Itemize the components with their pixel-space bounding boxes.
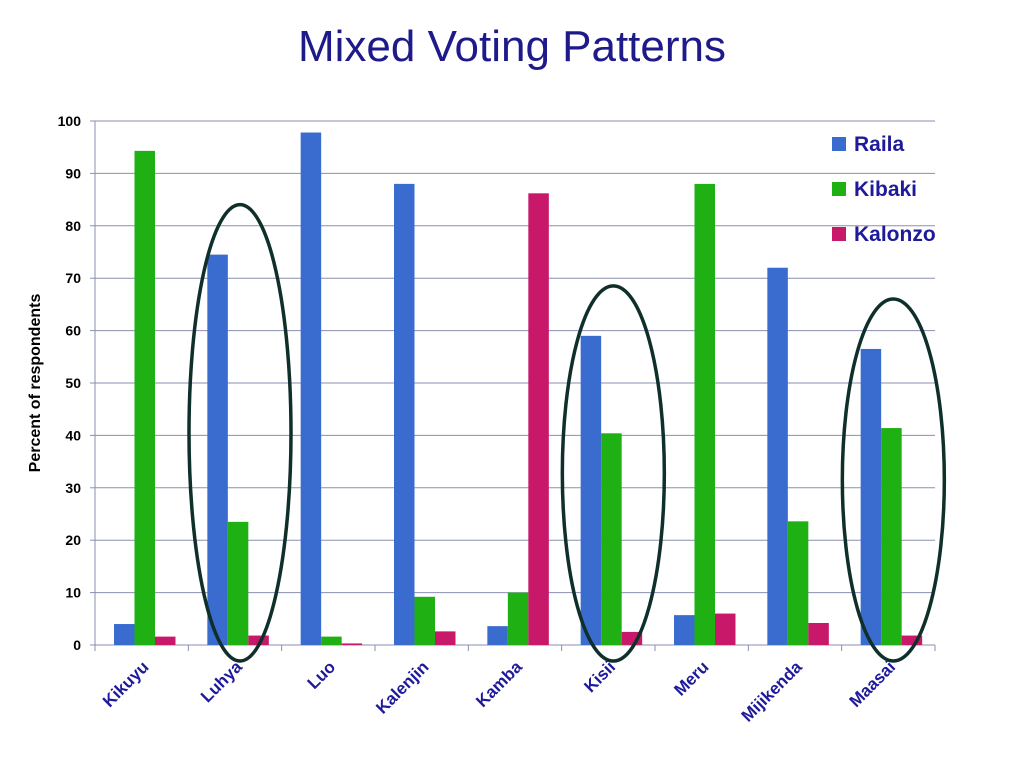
- category-label-kalenjin: Kalenjin: [372, 657, 432, 717]
- y-tick-label: 60: [65, 323, 81, 339]
- y-tick-label: 80: [65, 218, 81, 234]
- highlight-ellipse-maasai: [840, 297, 947, 663]
- bar-raila-kisii: [580, 335, 602, 645]
- bar-kalonzo-kalenjin: [435, 631, 456, 645]
- category-label-luhya: Luhya: [197, 657, 246, 706]
- bar-raila-luo: [300, 132, 322, 645]
- legend-label-kalonzo: Kalonzo: [854, 223, 936, 246]
- bar-raila-mijikenda: [767, 267, 788, 645]
- bar-kibaki-meru: [694, 183, 715, 645]
- category-label-luo: Luo: [304, 657, 339, 692]
- y-tick-label: 100: [58, 113, 82, 129]
- bar-raila-maasai: [860, 348, 882, 645]
- legend-label-raila: Raila: [854, 133, 905, 156]
- bar-kalonzo-mijikenda: [808, 622, 829, 645]
- bar-raila-kalenjin: [394, 183, 415, 645]
- bar-kibaki-luo: [321, 636, 342, 645]
- legend-swatch-kibaki: [832, 182, 846, 196]
- category-label-kamba: Kamba: [472, 657, 526, 711]
- category-label-meru: Meru: [670, 657, 712, 699]
- y-tick-label: 10: [65, 585, 81, 601]
- y-tick-label: 40: [65, 427, 81, 443]
- bar-raila-kikuyu: [114, 624, 135, 645]
- bar-kibaki-luhya: [227, 521, 249, 645]
- bar-kibaki-kalenjin: [414, 596, 435, 645]
- bar-kibaki-kikuyu: [134, 150, 155, 646]
- highlight-ellipse-luhya: [187, 202, 293, 663]
- legend-swatch-kalonzo: [832, 227, 846, 241]
- bar-kalonzo-maasai: [901, 635, 923, 645]
- category-label-maasai: Maasai: [846, 657, 900, 711]
- bar-kalonzo-kamba: [528, 193, 549, 645]
- category-label-mijikenda: Mijikenda: [738, 657, 807, 726]
- y-tick-label: 0: [73, 637, 81, 653]
- y-tick-label: 70: [65, 270, 81, 286]
- y-tick-label: 90: [65, 165, 81, 181]
- highlight-ellipse-kisii: [560, 284, 667, 663]
- y-tick-label: 20: [65, 532, 81, 548]
- category-label-kisii: Kisii: [580, 657, 619, 696]
- bar-raila-luhya: [207, 254, 228, 645]
- legend-label-kibaki: Kibaki: [854, 178, 917, 201]
- bar-kibaki-kamba: [507, 592, 529, 645]
- y-tick-label: 30: [65, 480, 81, 496]
- legend-swatch-raila: [832, 137, 846, 151]
- bar-kalonzo-luo: [341, 643, 363, 645]
- bar-kibaki-maasai: [881, 428, 902, 645]
- slide-title: Mixed Voting Patterns: [297, 22, 726, 71]
- bar-kalonzo-meru: [715, 613, 736, 645]
- y-axis-label: Percent of respondents: [27, 294, 44, 473]
- category-label-kikuyu: Kikuyu: [99, 657, 153, 711]
- bar-kibaki-kisii: [601, 433, 622, 645]
- bar-raila-kamba: [487, 626, 508, 645]
- bar-kalonzo-luhya: [248, 635, 269, 645]
- y-tick-label: 50: [65, 375, 81, 391]
- bar-raila-meru: [674, 615, 695, 645]
- bar-kalonzo-kikuyu: [155, 636, 176, 645]
- bar-kibaki-mijikenda: [787, 521, 809, 645]
